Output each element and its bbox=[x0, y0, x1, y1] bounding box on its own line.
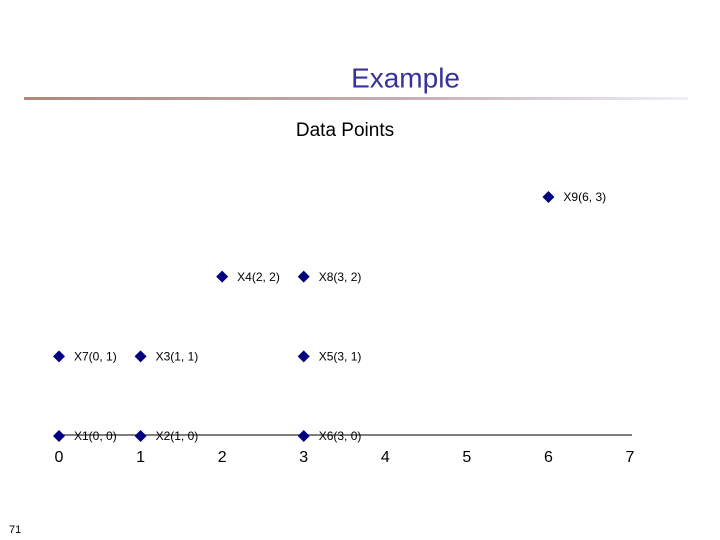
point bbox=[216, 270, 229, 283]
point bbox=[542, 191, 555, 203]
x-tick-label: 5 bbox=[462, 449, 471, 466]
point-label: X1(0, 0) bbox=[74, 429, 117, 443]
x-tick-label: 7 bbox=[626, 449, 635, 466]
chart-title: Data Points bbox=[296, 120, 394, 141]
point bbox=[53, 430, 65, 442]
point bbox=[134, 430, 147, 442]
point-label: X4(2, 2) bbox=[237, 270, 280, 284]
point-label: X5(3, 1) bbox=[319, 350, 362, 364]
x-tick-label: 2 bbox=[218, 449, 227, 466]
point-label: X7(0, 1) bbox=[74, 350, 117, 364]
page-number: 71 bbox=[9, 524, 21, 536]
point-label: X6(3, 0) bbox=[319, 429, 362, 443]
point bbox=[297, 270, 310, 283]
x-tick-label: 4 bbox=[381, 449, 390, 466]
title-rule bbox=[24, 97, 688, 100]
point bbox=[134, 350, 147, 363]
x-tick-label: 1 bbox=[136, 449, 145, 466]
point bbox=[297, 350, 310, 363]
point bbox=[53, 350, 65, 363]
point-label: X2(1, 0) bbox=[156, 429, 199, 443]
x-tick-label: 6 bbox=[544, 449, 553, 466]
point bbox=[297, 430, 310, 442]
x-tick-label: 0 bbox=[55, 449, 64, 466]
slide-title: Example bbox=[351, 62, 460, 93]
point-label: X3(1, 1) bbox=[156, 350, 199, 364]
x-tick-label: 3 bbox=[299, 449, 308, 466]
point-label: X9(6, 3) bbox=[563, 190, 606, 204]
point-label: X8(3, 2) bbox=[319, 270, 362, 284]
